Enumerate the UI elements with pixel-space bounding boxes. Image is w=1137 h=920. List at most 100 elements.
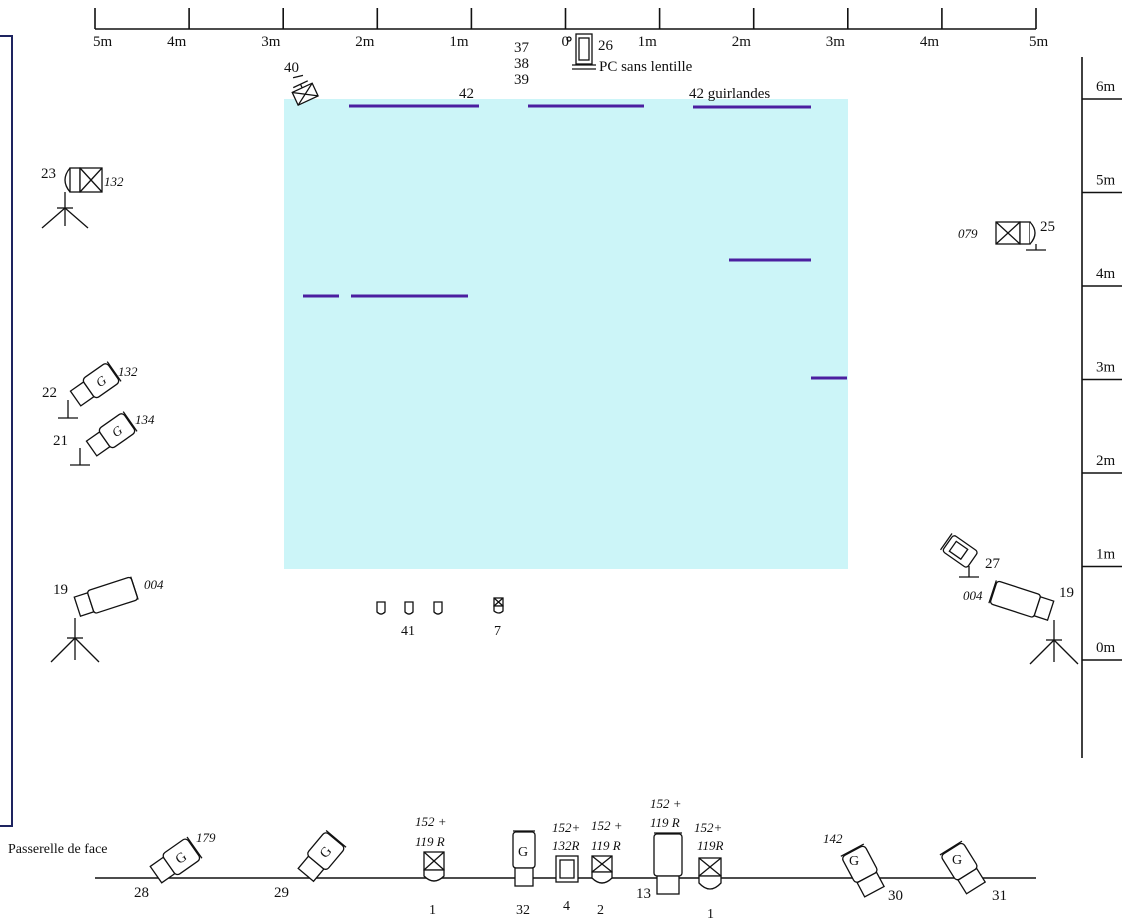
side-scale-label: 5m [1096,173,1116,189]
rail-gel-28: 179 [196,830,216,845]
stand-icon [959,566,979,578]
label-19: 19 [1059,585,1074,601]
fixture-icon [291,74,319,107]
gel-134: 134 [135,412,155,427]
g-fixture-icon [840,843,885,898]
tripod-icon [1029,620,1079,665]
rail-gel-line2: 119R [697,838,724,853]
g-fixture-icon: G [85,411,138,457]
label-37: 37 [514,40,530,56]
top-scale-label: 4m [920,34,940,50]
side-scale-label: 4m [1096,266,1116,282]
label-39: 39 [514,72,529,88]
floor-unit-7-icon [493,597,504,614]
label-38: 38 [514,56,529,72]
label-23: 23 [41,166,56,182]
side-scale: 6m 5m 4m 3m 2m 1m 0m [1081,57,1122,758]
profile-fixture-icon [423,851,445,882]
svg-text:G: G [518,845,528,860]
top-scale-label: 1m [449,34,469,50]
rail-num-31: 31 [992,888,1007,904]
label-19: 19 [53,582,68,598]
stand-icon [1026,244,1046,251]
rail-num-28: 28 [134,885,149,901]
fixture-icon [653,832,683,895]
fixture-icon [939,533,978,568]
stand-icon [58,400,78,419]
top-scale-label: 4m [167,34,187,50]
tripod-icon [41,192,89,229]
gel-004: 004 [144,577,164,592]
g-fixture-icon: G [69,361,122,407]
rail-gel-line1: 152 + [415,814,447,829]
label-42: 42 [459,86,474,102]
rail-num-13: 13 [636,886,651,902]
stage-area [284,99,848,569]
profile-fixture-icon [995,221,1036,245]
label-27: 27 [985,556,1001,572]
rail-num-32: 32 [516,903,530,918]
profile-fixture-icon [698,857,722,890]
rail-num-4: 4 [563,899,570,914]
g-fixture-icon: G [149,836,203,884]
label-25: 25 [1040,219,1055,235]
pc-fixture-icon [566,33,596,70]
stand-icon [70,448,90,466]
g-mark: G [849,854,859,869]
pc-fixture-icon [555,855,579,883]
gel-004: 004 [963,588,983,603]
rail-gel-line2: 119 R [591,838,621,853]
top-scale-label: 1m [638,34,658,50]
top-scale-label: 5m [1029,34,1049,50]
gel-132: 132 [104,174,124,189]
top-scale: 5m 4m 3m 2m 1m 0 1m 2m 3m 4m 5m [93,8,1049,50]
gel-079: 079 [958,226,978,241]
g-fixture-icon: G [297,829,347,883]
label-26: 26 [598,38,614,54]
label-22: 22 [42,385,57,401]
label-21: 21 [53,433,68,449]
top-scale-label: 3m [826,34,846,50]
top-scale-label: 5m [93,34,113,50]
side-scale-label: 0m [1096,640,1116,656]
top-scale-label: 2m [732,34,752,50]
g-mark: G [952,853,962,868]
rail-num-2: 2 [597,903,604,918]
rail-num-1: 1 [429,903,436,918]
pc-note: PC sans lentille [599,59,693,75]
tripod-icon [50,618,100,663]
rail-gel-line1: 152+ [694,820,722,835]
pipe-bars [303,104,847,380]
label-40: 40 [284,60,299,76]
rail-gel-line1: 152 + [591,818,623,833]
rail-num-1: 1 [707,907,714,920]
rail-gel-line1: 152 + [650,796,682,811]
rail-gel-line1: 152+ [552,820,580,835]
rail-num-30: 30 [888,888,903,904]
top-scale-label: 3m [261,34,281,50]
label-7: 7 [494,624,501,639]
g-fixture-icon: G [512,830,536,887]
profile-fixture-icon [591,855,613,884]
rail-gel-line2: 119 R [650,815,680,830]
floor-units-41 [376,601,443,615]
side-scale-label: 2m [1096,453,1116,469]
followspot-icon [73,576,139,617]
side-scale-label: 1m [1096,547,1116,563]
rail-gel-line2: 132R [552,838,580,853]
profile-fixture-icon [64,167,103,193]
rail-gel-line2: 119 R [415,834,445,849]
gel-132: 132 [118,364,138,379]
rail-gel-142: 142 [823,831,843,846]
top-scale-label: 2m [355,34,375,50]
rail-num-29: 29 [274,885,289,901]
g-fixture-icon [939,840,987,895]
followspot-icon [988,580,1055,621]
left-frame [0,35,13,827]
top-scale-label: 0 [562,34,570,50]
label-42-guirlandes: 42 guirlandes [689,86,770,102]
side-scale-label: 3m [1096,360,1116,376]
label-41: 41 [401,624,415,639]
side-scale-label: 6m [1096,79,1116,95]
